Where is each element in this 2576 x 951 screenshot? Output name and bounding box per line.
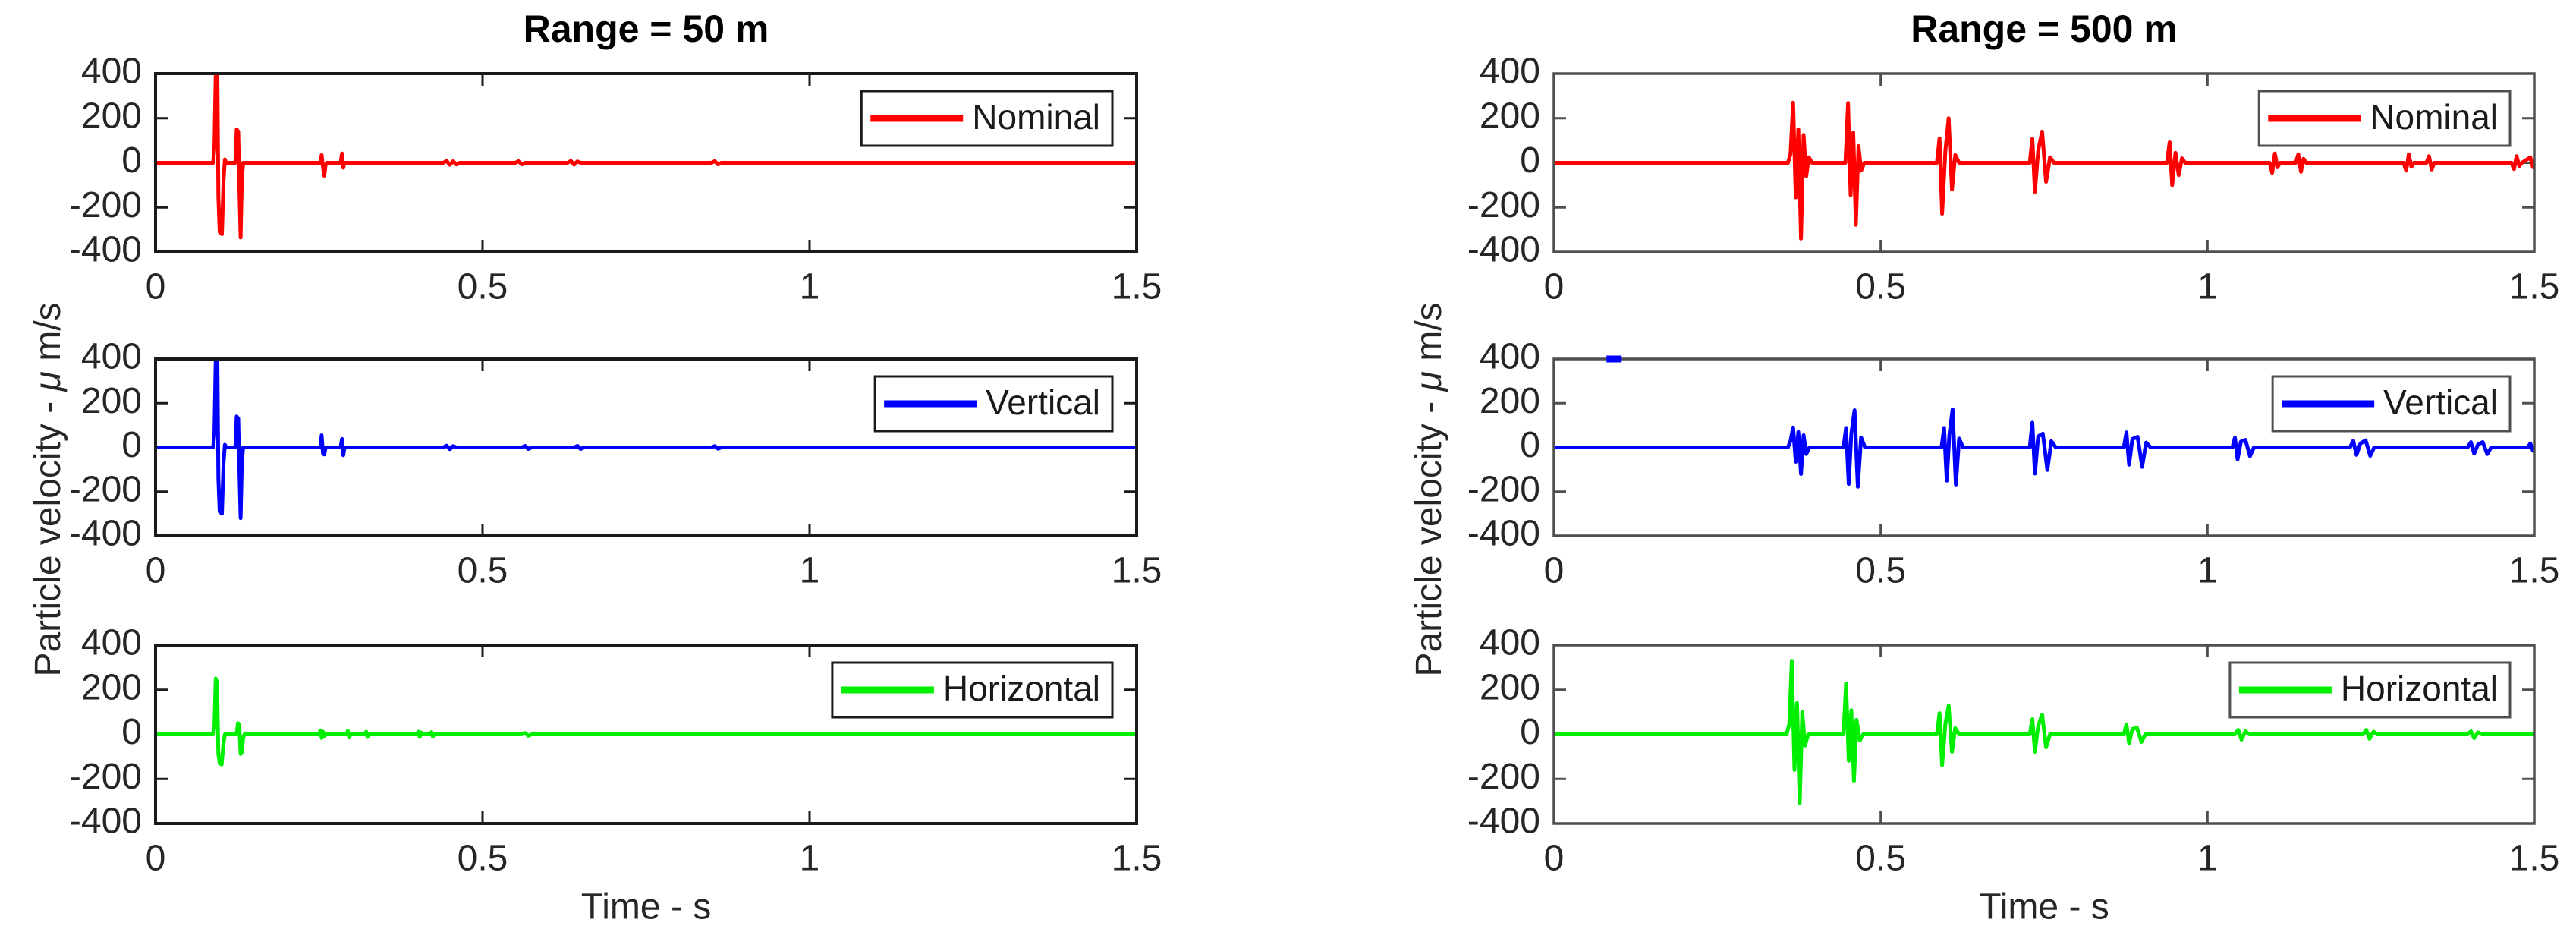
y-tick-label: -200 [1467, 185, 1540, 225]
y-tick-label: 200 [81, 96, 142, 136]
x-tick-label: 0.5 [458, 839, 508, 879]
trace-vertical [1554, 407, 2534, 489]
axes-border [154, 72, 1138, 253]
axes-border [154, 644, 1138, 825]
legend-nominal: Nominal [860, 90, 1114, 147]
y-tick-label: 400 [81, 623, 142, 663]
y-tick-label: 200 [1480, 96, 1540, 136]
x-tick-label: 1.5 [2509, 551, 2560, 591]
axes-border [1552, 72, 2536, 253]
trace-horizontal [156, 676, 1137, 767]
trace-horizontal [1554, 659, 2534, 805]
x-tick-label: 1 [2197, 551, 2218, 591]
y-tick-label: 0 [1520, 140, 1540, 181]
x-tick-label: 0 [146, 267, 166, 307]
y-tick-label: 400 [81, 337, 142, 377]
x-tick-label: 1.5 [1112, 839, 1162, 879]
y-tick-label: -400 [1467, 801, 1540, 842]
y-tick-label: -200 [69, 185, 142, 225]
axes-border [154, 357, 1138, 537]
legend-label: Vertical [986, 383, 1100, 422]
x-tick-label: 0 [1544, 267, 1565, 307]
y-tick-label: 200 [1480, 381, 1540, 421]
y-tick-label: -200 [1467, 757, 1540, 797]
y-tick-label: -400 [69, 514, 142, 554]
x-tick-label: 0.5 [458, 551, 508, 591]
legend-label: Nominal [972, 97, 1100, 137]
x-tick-label: 1 [2197, 267, 2218, 307]
legend-label: Horizontal [943, 669, 1100, 708]
legend-vertical: Vertical [873, 375, 1114, 433]
y-axis-label: Particle velocity - μ m/s [28, 302, 68, 676]
axes-border [1552, 644, 2536, 825]
y-tick-label: 0 [121, 140, 142, 181]
y-tick-label: 0 [121, 712, 142, 752]
x-tick-label: 0.5 [1855, 839, 1906, 879]
figure-range-50-m: Range = 50 m Particle velocity - μ m/s Tim… [28, 8, 1162, 927]
y-tick-label: -400 [1467, 514, 1540, 554]
axes-border [1552, 357, 2536, 537]
y-tick-label: -200 [1467, 469, 1540, 509]
x-tick-label: 0 [146, 839, 166, 879]
x-tick-label: 0.5 [458, 267, 508, 307]
x-tick-label: 1 [800, 267, 820, 307]
y-tick-label: 0 [121, 425, 142, 465]
y-tick-label: 0 [1520, 712, 1540, 752]
x-axis-label: Time - s [581, 887, 712, 927]
legend-label: Vertical [2383, 383, 2498, 422]
chart-title: Range = 50 m [524, 8, 769, 50]
legend-nominal: Nominal [2257, 90, 2512, 147]
trace-vertical [156, 359, 1137, 521]
x-tick-label: 1 [800, 551, 820, 591]
figure-range-500-m: Range = 500 m Particle velocity - μ m/s Ti… [1409, 8, 2560, 927]
y-tick-label: 400 [1480, 337, 1540, 377]
legend-horizontal: Horizontal [2228, 661, 2512, 719]
legend-label: Nominal [2370, 97, 2498, 137]
x-tick-label: 0 [1544, 551, 1565, 591]
y-tick-label: 200 [81, 667, 142, 707]
chart-title: Range = 500 m [1911, 8, 2178, 50]
y-tick-label: -200 [69, 469, 142, 509]
y-tick-label: -400 [69, 230, 142, 270]
x-axis-label: Time - s [1979, 887, 2109, 927]
y-tick-label: -400 [69, 801, 142, 842]
x-tick-label: 1 [800, 839, 820, 879]
x-tick-label: 1.5 [2509, 267, 2560, 307]
legend-label: Horizontal [2341, 669, 2498, 708]
y-tick-label: 0 [1520, 425, 1540, 465]
y-tick-label: -400 [1467, 230, 1540, 270]
legend-vertical: Vertical [2271, 375, 2512, 433]
y-tick-label: 200 [1480, 667, 1540, 707]
y-tick-label: 400 [81, 52, 142, 92]
legend-horizontal: Horizontal [831, 661, 1114, 719]
x-tick-label: 1.5 [2509, 839, 2560, 879]
y-tick-label: -200 [69, 757, 142, 797]
x-tick-label: 0 [146, 551, 166, 591]
x-tick-label: 0.5 [1855, 551, 1906, 591]
y-tick-label: 200 [81, 381, 142, 421]
trace-nominal [156, 74, 1137, 240]
x-tick-label: 1.5 [1112, 267, 1162, 307]
y-axis-label: Particle velocity - μ m/s [1409, 302, 1449, 676]
x-tick-label: 1 [2197, 839, 2218, 879]
trace-nominal [1554, 100, 2534, 241]
x-tick-label: 1.5 [1112, 551, 1162, 591]
y-tick-label: 400 [1480, 623, 1540, 663]
y-tick-label: 400 [1480, 52, 1540, 92]
x-tick-label: 0.5 [1855, 267, 1906, 307]
x-tick-label: 0 [1544, 839, 1565, 879]
